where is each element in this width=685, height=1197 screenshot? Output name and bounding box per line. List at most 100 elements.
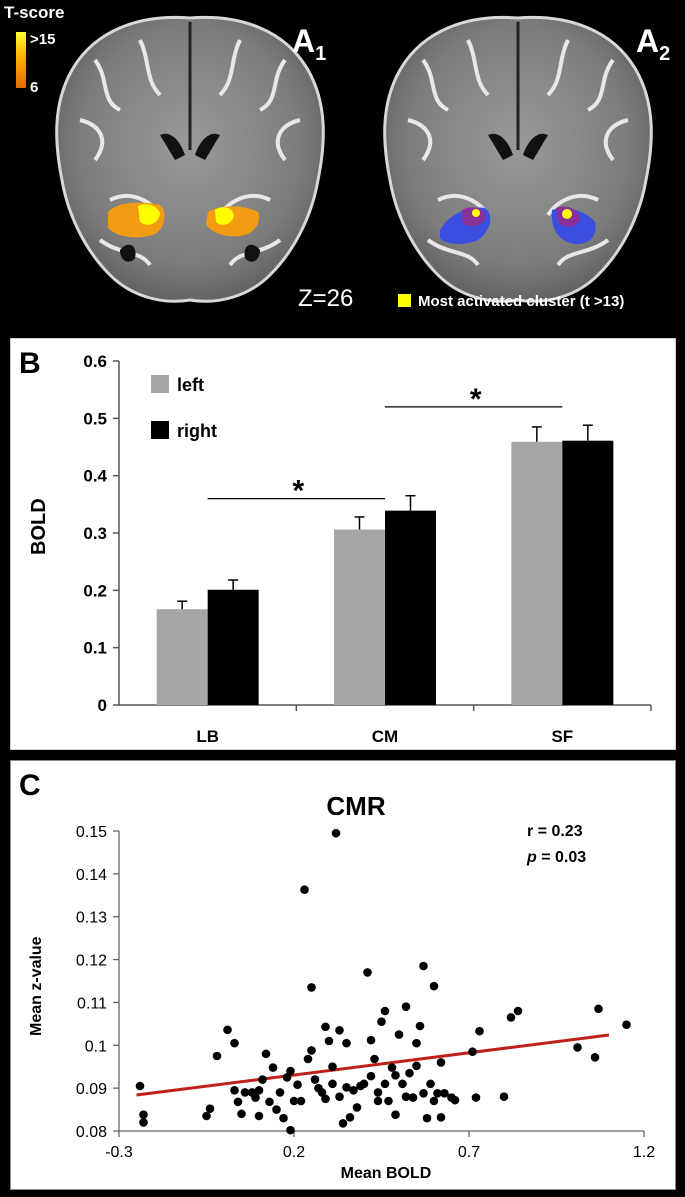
scatter-point <box>499 1092 509 1102</box>
scatter-point <box>328 1079 337 1089</box>
bar-x-tick-label: LB <box>196 727 219 746</box>
scatter-point <box>433 1088 442 1098</box>
scatter-point <box>419 1088 428 1098</box>
scatter-point <box>296 1096 306 1106</box>
scatter-point <box>475 1026 484 1036</box>
legend-swatch-right <box>151 421 169 439</box>
scatter-point <box>391 1110 400 1120</box>
scatter-point <box>401 1002 411 1012</box>
scatter-point <box>387 1063 397 1072</box>
legend-label-right: right <box>177 421 217 441</box>
scatter-y-tick-label: 0.14 <box>76 867 107 884</box>
scatter-y-tick-label: 0.12 <box>76 953 107 970</box>
scatter-point <box>468 1047 477 1057</box>
bar-right-LB <box>207 589 259 705</box>
scatter-point <box>303 1054 313 1064</box>
bar-left-LB <box>156 609 208 705</box>
bar-left-CM <box>334 529 385 705</box>
scatter-point <box>412 1038 421 1048</box>
scatter-point <box>391 1070 400 1080</box>
scatter-point <box>321 1022 330 1032</box>
panel-label-c: C <box>19 769 41 802</box>
scatter-point <box>506 1013 516 1022</box>
scatter-point <box>279 1113 288 1123</box>
scatter-point <box>212 1051 222 1061</box>
scatter-point <box>233 1097 243 1107</box>
scatter-point <box>205 1104 215 1114</box>
scatter-point <box>307 983 316 992</box>
scatter-point <box>324 1036 334 1046</box>
scatter-point <box>412 1061 421 1071</box>
scatter-y-tick-label: 0.1 <box>85 1038 107 1055</box>
scatter-point <box>202 1111 211 1121</box>
brain-slice-a1 <box>55 15 325 303</box>
scatter-point <box>436 1058 446 1067</box>
bar-y-tick-label: 0.4 <box>83 467 107 486</box>
scatter-point <box>401 1092 411 1102</box>
scatter-point <box>419 961 428 971</box>
scatter-point <box>363 968 372 977</box>
scatter-point <box>230 1085 239 1095</box>
scatter-x-tick-label: -0.3 <box>105 1144 133 1161</box>
scatter-x-tick-label: 1.2 <box>633 1144 655 1161</box>
scatter-point <box>293 1080 302 1090</box>
scatter-point <box>258 1075 267 1084</box>
scatter-point <box>366 1071 376 1081</box>
scatter-point <box>254 1111 264 1121</box>
regression-line <box>136 1033 610 1097</box>
scatter-point <box>268 1063 278 1072</box>
panel-a-svg: T-score >15 6 A1 A2 Z=26 Most activated … <box>4 3 670 312</box>
scatter-point <box>373 1096 383 1106</box>
panel-a-brain-images: T-score >15 6 A1 A2 Z=26 Most activated … <box>0 0 685 331</box>
scatter-point <box>331 828 341 838</box>
scatter-y-tick-label: 0.08 <box>76 1124 107 1141</box>
scatter-point <box>394 1030 404 1039</box>
legend-yellow-swatch <box>398 294 411 307</box>
scatter-point <box>440 1088 449 1098</box>
scatter-point <box>384 1096 393 1106</box>
scatter-point <box>282 1073 292 1082</box>
scatter-point <box>310 1075 320 1084</box>
legend-cluster-label: Most activated cluster (t >13) <box>418 293 624 310</box>
scatter-y-tick-label: 0.09 <box>76 1081 107 1098</box>
scatter-y-tick-label: 0.15 <box>76 824 107 841</box>
scatter-point <box>366 1035 376 1045</box>
panel-c-scatter-plot: C CMR r = 0.23 p = 0.03 Mean z-value Mea… <box>10 760 676 1190</box>
significance-mark-1: * <box>292 475 304 508</box>
scatter-point <box>398 1079 407 1089</box>
scatter-point <box>328 1062 337 1072</box>
scatter-point <box>139 1118 148 1127</box>
colorbar-title: T-score <box>4 3 64 22</box>
bar-y-tick-label: 0.2 <box>83 581 107 600</box>
scatter-point <box>590 1052 600 1062</box>
scatter-point <box>422 1113 432 1123</box>
panel-label-b: B <box>19 347 41 380</box>
bar-y-tick-label: 0.6 <box>83 352 107 371</box>
scatter-point <box>265 1097 274 1107</box>
scatter-point <box>223 1025 232 1035</box>
scatter-point <box>380 1079 390 1089</box>
scatter-point <box>573 1043 582 1052</box>
scatter-point <box>321 1094 330 1104</box>
label-a2: A2 <box>636 23 670 65</box>
scatter-annotation-p: p = 0.03 <box>526 849 586 866</box>
bar-y-axis-label: BOLD <box>28 498 50 555</box>
scatter-point <box>450 1095 460 1105</box>
bar-y-tick-label: 0.1 <box>83 639 107 658</box>
colorbar <box>16 32 26 88</box>
scatter-point <box>272 1105 281 1114</box>
scatter-point <box>335 1092 344 1102</box>
panel-b-bar-chart: B BOLD 0 0.1 0.2 0.3 0.4 0.5 0.6 LB CM SF left rig… <box>10 338 676 750</box>
scatter-point <box>359 1079 369 1089</box>
scatter-point <box>622 1020 631 1030</box>
scatter-point <box>429 981 439 991</box>
scatter-y-axis-label: Mean z-value <box>28 936 45 1036</box>
legend-label-left: left <box>177 375 204 395</box>
scatter-point <box>230 1038 239 1048</box>
scatter-annotation-r: r = 0.23 <box>527 823 583 840</box>
scatter-plot-svg: C CMR r = 0.23 p = 0.03 Mean z-value Mea… <box>19 769 655 1182</box>
label-a1: A1 <box>292 23 326 65</box>
scatter-point <box>436 1112 446 1122</box>
scatter-point <box>380 1006 390 1016</box>
scatter-y-tick-label: 0.13 <box>76 910 107 927</box>
